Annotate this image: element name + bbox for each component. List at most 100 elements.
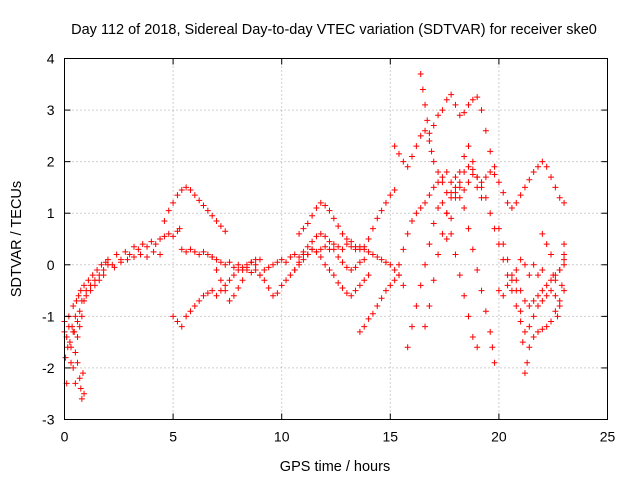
data-point-0-1 <box>62 354 69 361</box>
data-point-4-6 <box>196 297 203 304</box>
data-point-17-4 <box>552 292 559 299</box>
data-point-5-2 <box>217 277 224 284</box>
y-tick-label-5: 2 <box>47 154 55 170</box>
data-point-0-38 <box>148 238 155 245</box>
data-point-4-8 <box>204 290 211 297</box>
series-6 <box>296 187 398 253</box>
data-point-0-14 <box>76 308 83 315</box>
data-point-8-10 <box>400 282 407 289</box>
data-point-0-23 <box>94 266 101 273</box>
data-point-0-49 <box>191 248 198 255</box>
data-point-7-12 <box>343 264 350 271</box>
data-point-7-7 <box>322 233 329 240</box>
data-point-8-6 <box>382 287 389 294</box>
data-point-9-13 <box>448 91 455 98</box>
data-point-9-22 <box>487 148 494 155</box>
data-point-1-13 <box>96 272 103 279</box>
data-point-18-10 <box>539 266 546 273</box>
data-point-4-1 <box>174 318 181 325</box>
data-point-0-52 <box>204 251 211 258</box>
data-point-11-34 <box>543 163 550 170</box>
data-point-0-25 <box>98 261 105 268</box>
data-point-6-15 <box>361 243 368 250</box>
data-point-13-1 <box>426 303 433 310</box>
data-point-5-34 <box>356 282 363 289</box>
data-point-6-18 <box>374 215 381 222</box>
data-point-14-1 <box>448 215 455 222</box>
data-point-0-47 <box>183 248 190 255</box>
data-point-9-1 <box>395 150 402 157</box>
data-point-0-57 <box>226 259 233 266</box>
data-point-11-33 <box>539 158 546 165</box>
data-point-0-41 <box>161 233 168 240</box>
data-point-12-7 <box>435 205 442 212</box>
data-point-0-6 <box>68 359 75 366</box>
data-point-12-8 <box>439 199 446 206</box>
data-point-17-0 <box>539 230 546 237</box>
data-point-4-9 <box>209 287 216 294</box>
data-point-16-7 <box>543 282 550 289</box>
data-point-7-3 <box>304 243 311 250</box>
y-tick-label-4: 1 <box>47 205 55 221</box>
plot-frame <box>64 58 608 420</box>
data-point-5-14 <box>270 292 277 299</box>
x-axis-tick-labels: 0 5 10 15 20 25 <box>61 429 616 445</box>
data-point-6-19 <box>378 207 385 214</box>
data-point-15-16 <box>556 297 563 304</box>
data-point-9-0 <box>391 143 398 150</box>
data-point-0-67 <box>270 261 277 268</box>
data-point-4-20 <box>256 256 263 263</box>
data-point-12-1 <box>409 323 416 330</box>
data-point-8-3 <box>369 310 376 317</box>
data-point-11-26 <box>508 205 515 212</box>
data-point-13-13 <box>478 287 485 294</box>
data-point-18-0 <box>495 287 502 294</box>
data-point-7-0 <box>291 266 298 273</box>
data-point-0-62 <box>248 269 255 276</box>
data-point-6-21 <box>387 192 394 199</box>
data-point-11-36 <box>552 184 559 191</box>
data-point-0-33 <box>126 251 133 258</box>
data-point-5-7 <box>239 277 246 284</box>
data-point-0-78 <box>317 246 324 253</box>
data-point-0-48 <box>187 246 194 253</box>
data-point-1-4 <box>70 328 77 335</box>
data-point-0-72 <box>291 251 298 258</box>
data-point-6-11 <box>343 236 350 242</box>
data-point-13-5 <box>443 210 450 217</box>
x-tick-label-0: 0 <box>61 429 69 445</box>
data-point-11-30 <box>526 176 533 183</box>
data-point-5-25 <box>317 254 324 261</box>
data-point-4-10 <box>213 292 220 299</box>
data-point-0-13 <box>75 292 82 299</box>
data-point-1-2 <box>65 323 72 330</box>
data-point-9-2 <box>400 158 407 165</box>
data-point-6-1 <box>300 225 307 232</box>
data-point-1-10 <box>83 287 90 294</box>
data-point-13-12 <box>474 266 481 273</box>
data-point-5-13 <box>265 284 272 291</box>
series-18 <box>495 256 546 299</box>
data-point-17-9 <box>561 241 568 248</box>
series-11 <box>395 158 568 268</box>
data-point-4-15 <box>235 266 242 273</box>
data-point-9-12 <box>443 96 450 103</box>
data-point-7-14 <box>352 264 359 271</box>
data-point-7-6 <box>317 230 324 237</box>
data-point-14-7 <box>474 174 481 181</box>
series-8 <box>356 272 407 335</box>
data-point-11-24 <box>500 189 507 196</box>
y-axis-tick-labels: -3 -2 -1 0 1 2 3 4 <box>42 51 55 428</box>
data-point-1-3 <box>68 344 75 351</box>
data-point-15-5 <box>517 308 524 315</box>
data-point-0-34 <box>131 243 138 250</box>
data-point-18-8 <box>530 261 537 268</box>
data-point-6-10 <box>339 230 346 237</box>
data-point-0-40 <box>157 236 164 242</box>
data-point-10-14 <box>465 143 472 150</box>
data-point-2-5 <box>78 395 85 402</box>
data-point-11-23 <box>495 179 502 186</box>
data-point-16-8 <box>548 277 555 284</box>
data-point-5-10 <box>252 261 259 268</box>
